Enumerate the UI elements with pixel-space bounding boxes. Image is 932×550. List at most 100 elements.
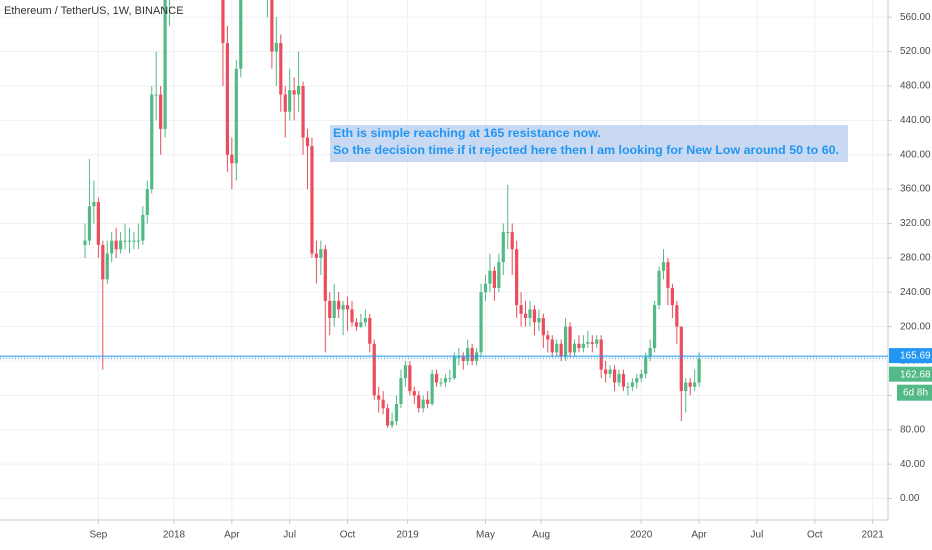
candle-body — [564, 326, 568, 357]
candle-body — [159, 94, 163, 129]
candle-body — [341, 305, 345, 310]
candle-body — [101, 244, 105, 280]
candle-body — [292, 90, 296, 95]
candle-body — [630, 382, 634, 387]
candle-body — [368, 318, 372, 344]
candle-body — [452, 356, 456, 379]
candle-body — [679, 326, 683, 392]
candle-body — [377, 395, 381, 400]
candle-body — [617, 373, 621, 383]
y-tick-label: 200.00 — [900, 321, 931, 332]
candle-body — [136, 240, 140, 242]
candle-body — [386, 408, 390, 426]
x-tick-label: 2018 — [163, 530, 186, 541]
candle-body — [523, 313, 528, 319]
candle-body — [644, 356, 648, 374]
candle-body — [345, 305, 350, 310]
candle-body — [595, 339, 599, 344]
candle-body — [506, 232, 510, 234]
candle-body — [114, 240, 118, 250]
candle-body — [635, 378, 639, 383]
x-tick-label: Oct — [807, 530, 823, 541]
countdown-badge — [897, 384, 932, 401]
candle-body — [403, 365, 407, 379]
candle-body — [612, 369, 617, 383]
candle-body — [279, 42, 283, 95]
candle-body — [572, 343, 577, 353]
candle-body — [550, 339, 554, 353]
candle-body — [501, 232, 505, 263]
y-tick-label: 40.00 — [900, 459, 925, 470]
candle-body — [372, 343, 376, 396]
y-tick-label: 360.00 — [900, 184, 931, 195]
y-tick-label: 0.00 — [900, 493, 920, 504]
candle-body — [283, 94, 287, 112]
candle-body — [332, 300, 336, 319]
candle-body — [653, 305, 657, 349]
candle-body — [599, 339, 603, 370]
candle-body — [483, 283, 488, 293]
candle-body — [670, 287, 674, 306]
x-tick-label: Apr — [691, 530, 707, 541]
candle-body — [439, 382, 443, 384]
candle-body — [626, 386, 630, 388]
candle-body — [123, 240, 127, 242]
candle-body — [528, 309, 532, 319]
candle-body — [328, 300, 332, 319]
candle-body — [297, 85, 301, 95]
candle-body — [381, 399, 385, 409]
candle-body — [519, 305, 523, 314]
candle-body — [239, 0, 243, 69]
candle-body — [132, 240, 136, 242]
hline-price-label: 165.69 — [900, 351, 931, 362]
candle-body — [675, 305, 679, 327]
candle-body — [150, 94, 154, 190]
countdown-label: 6d 8h — [903, 387, 928, 398]
candle-body — [497, 262, 501, 288]
candle-body — [127, 240, 132, 242]
candle-body — [581, 343, 585, 349]
overlay: 165.69 162.68 6d 8h — [0, 348, 932, 401]
x-tick-label: 2021 — [862, 530, 885, 541]
candle-body — [657, 270, 661, 306]
candle-body — [661, 262, 666, 271]
candle-body — [163, 0, 167, 129]
candle-body — [479, 292, 483, 353]
candle-body — [337, 300, 341, 310]
candle-body — [604, 369, 608, 374]
candle-body — [314, 253, 318, 258]
candle-body — [648, 348, 652, 357]
candle-body — [301, 85, 305, 138]
x-tick-label: Oct — [340, 530, 356, 541]
candle-body — [666, 262, 670, 288]
y-tick-label: 520.00 — [900, 46, 931, 57]
candle-body — [394, 403, 399, 422]
candles — [83, 0, 701, 429]
y-tick-label: 80.00 — [900, 424, 925, 435]
candle-body — [105, 253, 109, 280]
candle-body — [319, 249, 323, 258]
candle-body — [399, 378, 403, 404]
candle-body — [230, 154, 234, 164]
last-price-label: 162.68 — [900, 369, 931, 380]
candle-body — [359, 322, 363, 327]
candle-body — [621, 373, 626, 387]
x-tick-label: Jul — [283, 530, 296, 541]
candle-body — [221, 0, 225, 43]
candle-body — [225, 42, 229, 155]
candle-body — [270, 0, 274, 52]
candle-body — [288, 90, 292, 112]
candle-body — [390, 421, 394, 426]
candle-body — [532, 309, 537, 323]
candle-body — [274, 42, 278, 52]
candle-body — [323, 249, 327, 301]
candle-body — [421, 399, 425, 409]
candle-body — [87, 206, 92, 241]
x-tick-label: 2020 — [630, 530, 653, 541]
candle-body — [568, 326, 572, 353]
candle-body — [639, 373, 643, 379]
candle-body — [541, 318, 545, 336]
annotation-line: Eth is simple reaching at 165 resistance… — [333, 126, 601, 140]
candle-body — [96, 201, 100, 245]
